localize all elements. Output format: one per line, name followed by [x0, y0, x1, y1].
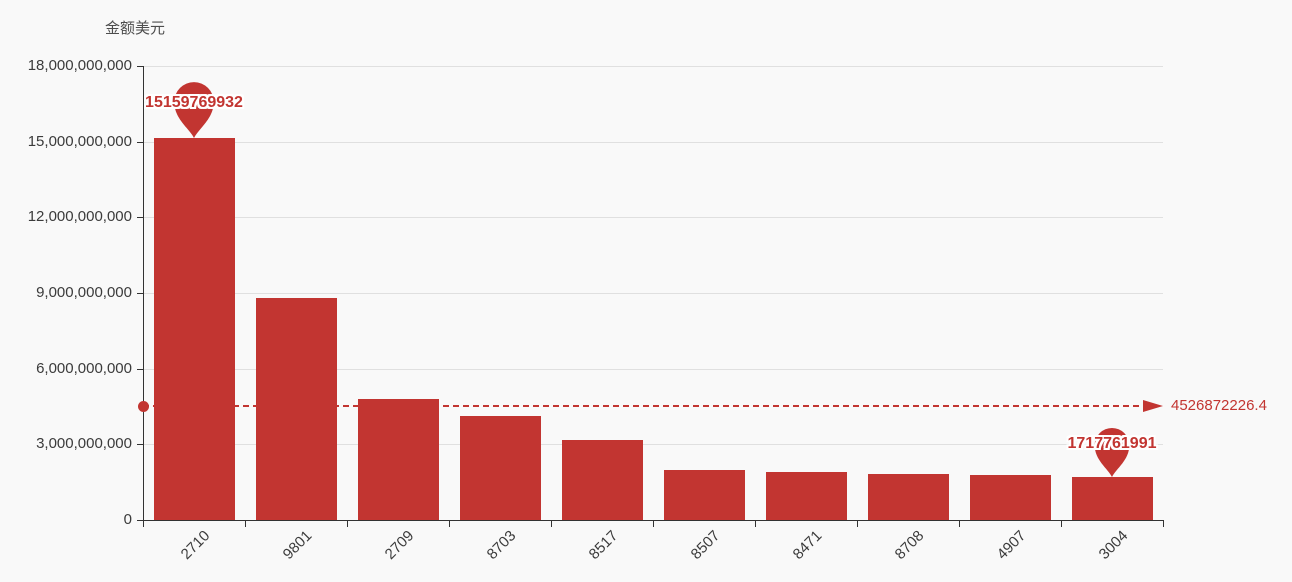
x-axis-label-2709: 2709	[381, 527, 418, 563]
average-line-arrow-icon	[1143, 399, 1163, 412]
x-axis-line	[143, 520, 1164, 521]
x-axis-label-4907: 4907	[993, 527, 1030, 563]
bar-8517[interactable]	[561, 440, 643, 520]
y-axis-title: 金额美元	[105, 20, 166, 37]
x-axis-label-8703: 8703	[483, 527, 520, 563]
x-axis-tick	[551, 521, 552, 527]
bar-8703[interactable]	[459, 416, 541, 520]
grid-line	[143, 217, 1163, 218]
bar-3004[interactable]	[1071, 476, 1153, 520]
y-axis-tick	[137, 217, 143, 218]
x-axis-tick	[347, 521, 348, 527]
y-axis-tick-label: 0	[123, 511, 132, 528]
grid-line	[143, 66, 1163, 67]
y-axis-tick	[137, 142, 143, 143]
grid-line	[143, 369, 1163, 370]
bar-8471[interactable]	[765, 471, 847, 520]
bar-2710[interactable]	[153, 137, 235, 520]
x-axis-label-8471: 8471	[789, 527, 826, 563]
x-axis-tick	[449, 521, 450, 527]
bar-4907[interactable]	[969, 474, 1051, 520]
min-marker-label: 1717761991	[1067, 435, 1157, 453]
x-axis-tick	[653, 521, 654, 527]
x-axis-tick	[959, 521, 960, 527]
grid-line	[143, 142, 1163, 143]
average-line-dot-icon	[138, 400, 149, 412]
x-axis-label-3004: 3004	[1095, 527, 1132, 563]
y-axis-tick-label: 3,000,000,000	[36, 435, 132, 452]
x-axis-label-2710: 2710	[177, 527, 214, 563]
min-marker-pin-icon	[1094, 427, 1130, 477]
x-axis-tick	[143, 521, 144, 527]
grid-line	[143, 293, 1163, 294]
y-axis-tick-label: 9,000,000,000	[36, 284, 132, 301]
x-axis-tick	[755, 521, 756, 527]
x-axis-tick	[1163, 521, 1164, 527]
bar-8507[interactable]	[663, 469, 745, 520]
x-axis-label-9801: 9801	[279, 527, 316, 563]
grid-line	[143, 444, 1163, 445]
y-axis-tick	[137, 369, 143, 370]
y-axis-tick	[137, 444, 143, 445]
max-marker-pin-icon	[174, 81, 214, 138]
x-axis-label-8507: 8507	[687, 527, 724, 563]
bar-9801[interactable]	[255, 298, 337, 520]
y-axis-tick	[137, 293, 143, 294]
y-axis-tick-label: 15,000,000,000	[27, 133, 132, 150]
x-axis-label-8517: 8517	[585, 527, 622, 563]
x-axis-tick	[245, 521, 246, 527]
y-axis-tick-label: 18,000,000,000	[27, 57, 132, 74]
average-line-label: 4526872226.4	[1171, 396, 1267, 414]
bar-8708[interactable]	[867, 473, 949, 520]
max-marker-label: 15159769932	[145, 94, 243, 112]
x-axis-tick	[857, 521, 858, 527]
y-axis-tick-label: 12,000,000,000	[27, 208, 132, 225]
x-axis-label-8708: 8708	[891, 527, 928, 563]
y-axis-tick	[137, 66, 143, 67]
bar-2709[interactable]	[357, 398, 439, 520]
y-axis-line	[143, 66, 144, 520]
average-line	[143, 404, 1139, 407]
y-axis-tick	[137, 520, 143, 521]
x-axis-tick	[1061, 521, 1062, 527]
y-axis-tick-label: 6,000,000,000	[36, 360, 132, 377]
